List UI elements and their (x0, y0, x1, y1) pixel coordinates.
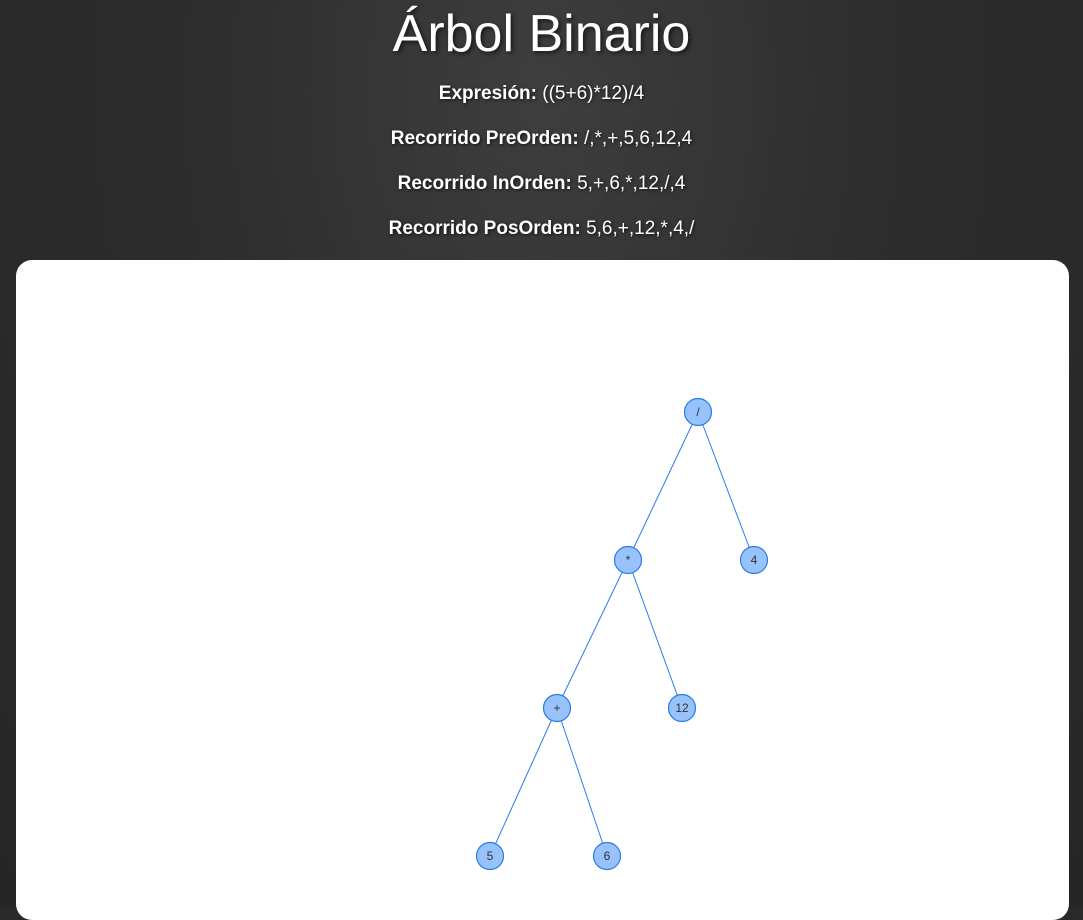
node-label: 4 (751, 553, 758, 567)
edge-mul-twelve (627, 559, 683, 709)
node-circle[interactable] (739, 545, 769, 575)
node-label: + (553, 701, 560, 715)
postorder-value: 5,6,+,12,*,4,/ (586, 218, 695, 239)
postorder-line: Recorrido PosOrden: 5,6,+,12,*,4,/ (0, 217, 1083, 241)
preorder-label: Recorrido PreOrden: (390, 128, 579, 149)
node-label: 12 (675, 701, 689, 715)
tree-node-root[interactable]: / (683, 397, 713, 427)
node-circle[interactable] (683, 397, 713, 427)
preorder-line: Recorrido PreOrden: /,*,+,5,6,12,4 (0, 127, 1083, 151)
postorder-label: Recorrido PosOrden: (388, 218, 581, 239)
tree-node-six[interactable]: 6 (592, 841, 622, 871)
node-label: 5 (487, 849, 494, 863)
binary-tree-graph[interactable]: / * 4 + 12 5 6 (16, 260, 1069, 920)
page-title: Árbol Binario (392, 5, 691, 63)
tree-node-twelve[interactable]: 12 (667, 693, 697, 723)
tree-node-plus[interactable]: + (542, 693, 572, 723)
expression-line: Expresión: ((5+6)*12)/4 (0, 82, 1083, 106)
node-circle[interactable] (542, 693, 572, 723)
inorder-label: Recorrido InOrden: (397, 173, 572, 194)
node-circle[interactable] (613, 545, 643, 575)
node-label: / (696, 405, 700, 419)
preorder-value: /,*,+,5,6,12,4 (583, 128, 693, 149)
tree-canvas[interactable]: / * 4 +12 5 6 (16, 260, 1069, 920)
edge-mul-plus (556, 559, 629, 709)
edge-root-mul (627, 411, 699, 561)
node-label: * (626, 553, 631, 567)
edge-root-four (697, 411, 755, 561)
node-circle[interactable] (667, 693, 697, 723)
tree-node-mul[interactable]: * (613, 545, 643, 575)
node-circle[interactable] (475, 841, 505, 871)
tree-node-four[interactable]: 4 (739, 545, 769, 575)
inorder-line: Recorrido InOrden: 5,+,6,*,12,/,4 (0, 172, 1083, 196)
edge-plus-five (489, 707, 558, 857)
node-label: 6 (604, 849, 611, 863)
inorder-value: 5,+,6,*,12,/,4 (577, 173, 686, 194)
tree-node-five[interactable]: 5 (475, 841, 505, 871)
expression-label: Expresión: (438, 83, 537, 104)
node-circle[interactable] (592, 841, 622, 871)
edge-plus-six (556, 707, 608, 857)
expression-value: ((5+6)*12)/4 (542, 83, 645, 104)
